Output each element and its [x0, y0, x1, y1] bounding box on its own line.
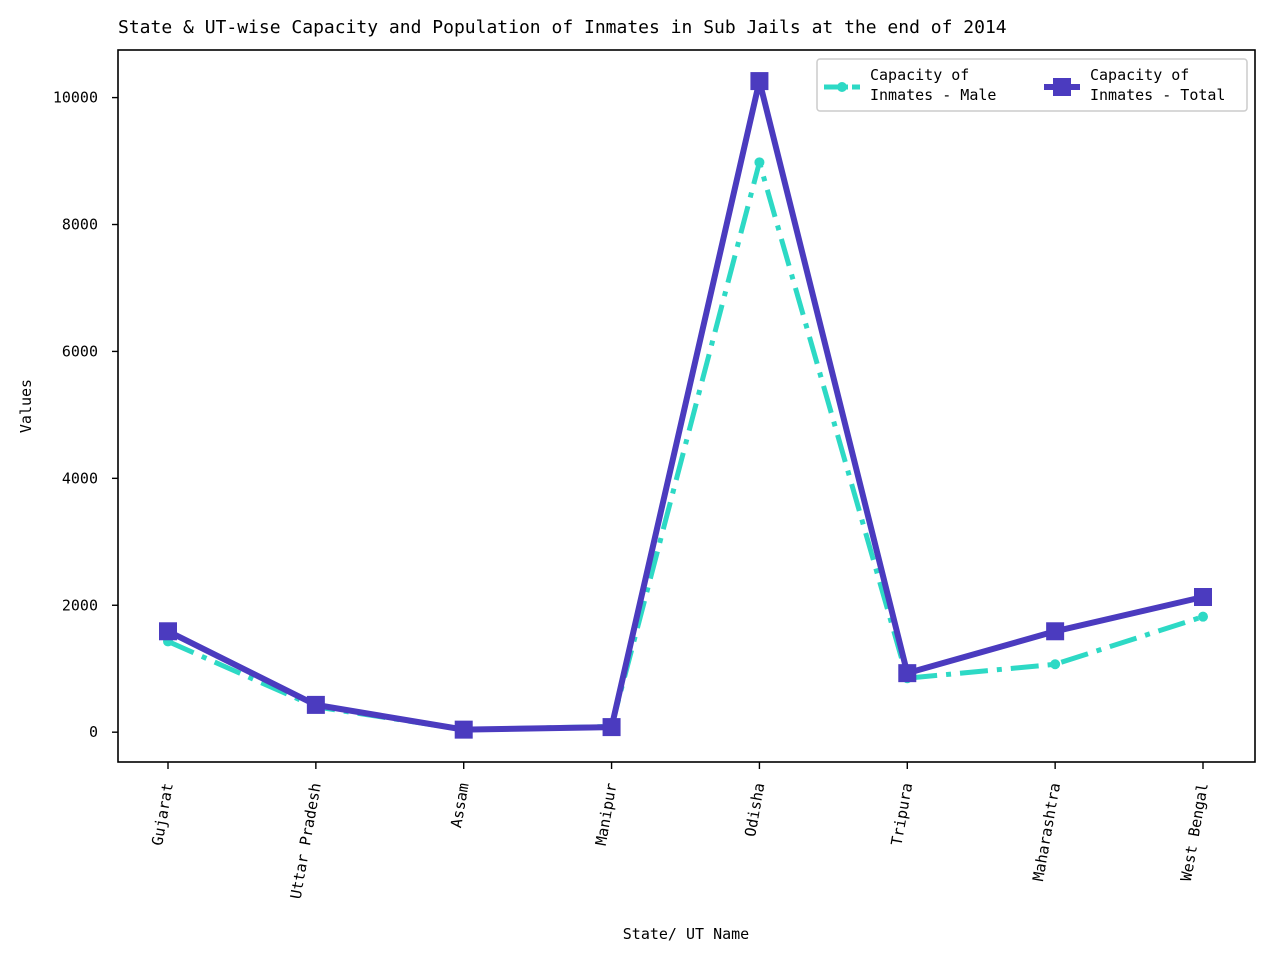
data-point — [159, 622, 177, 641]
legend: Capacity of Inmates - Male Capacity of Inma… — [816, 58, 1248, 112]
legend-label: Inmates - Total — [1090, 86, 1225, 104]
y-axis-label: Values — [17, 379, 35, 433]
data-point — [1046, 622, 1065, 641]
y-tick-label: 4000 — [62, 469, 98, 487]
x-axis: Gujarat Uttar Pradesh Assam Manipur Odisha Tr… — [148, 762, 1212, 900]
x-tick-label: Uttar Pradesh — [287, 782, 325, 901]
series-layer — [159, 72, 1212, 739]
data-point — [1198, 611, 1208, 622]
plot-frame — [117, 49, 1256, 763]
x-tick-label: West Bengal — [1177, 782, 1212, 883]
legend-label: Inmates - Male — [870, 86, 996, 104]
chart-title: State & UT-wise Capacity and Population … — [118, 17, 1007, 38]
y-tick-label: 2000 — [62, 596, 98, 614]
legend-marker — [837, 82, 847, 92]
y-tick-label: 0 — [89, 723, 98, 741]
series-total — [159, 72, 1212, 739]
legend-box — [816, 58, 1248, 112]
legend-label: Capacity of — [870, 66, 969, 84]
x-tick-label: Tripura — [888, 782, 917, 847]
legend-item-male: Capacity of Inmates - Male — [824, 66, 996, 104]
x-tick-label: Maharashtra — [1029, 782, 1064, 883]
series-line — [166, 78, 1204, 733]
x-axis-label: State/ UT Name — [623, 925, 749, 943]
y-axis: 0 2000 4000 6000 8000 10000 — [53, 89, 118, 741]
data-point — [750, 72, 769, 91]
legend-marker — [1053, 78, 1071, 96]
data-point — [454, 720, 473, 739]
x-tick-label: Assam — [447, 782, 473, 830]
data-point — [602, 718, 621, 737]
data-point — [1194, 588, 1212, 607]
data-point — [306, 695, 325, 714]
data-point — [1050, 659, 1061, 670]
series-line — [166, 159, 1204, 733]
y-tick-label: 8000 — [62, 216, 98, 234]
legend-label: Capacity of — [1090, 66, 1189, 84]
legend-item-total: Capacity of Inmates - Total — [1044, 66, 1225, 104]
data-point — [754, 157, 765, 168]
y-tick-label: 10000 — [53, 89, 98, 107]
data-point — [898, 664, 917, 683]
x-tick-label: Gujarat — [148, 782, 177, 847]
y-tick-label: 6000 — [62, 342, 98, 360]
x-tick-label: Odisha — [741, 782, 768, 838]
x-tick-label: Manipur — [592, 782, 621, 847]
